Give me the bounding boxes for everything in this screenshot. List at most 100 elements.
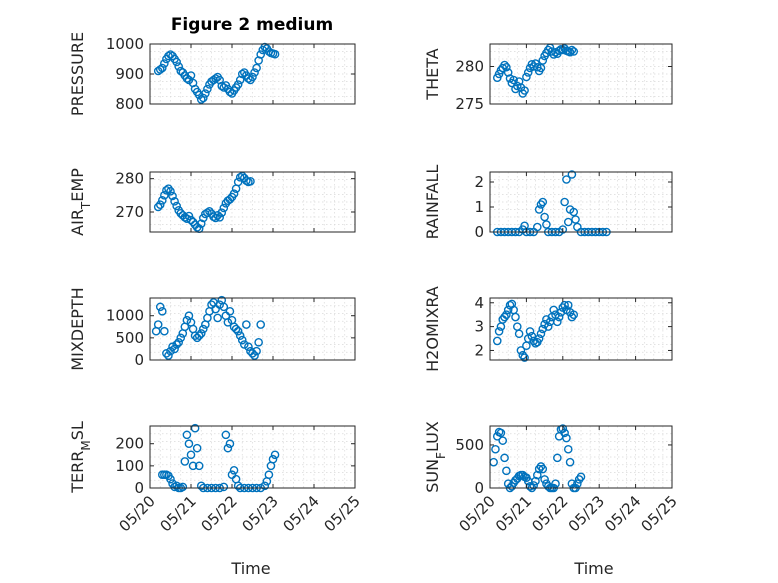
data-point [536,329,546,339]
y-axis-label: SUNFLUX [423,421,448,493]
data-point [250,351,259,360]
data-point [256,320,266,329]
x-tick-label: 05/20 [456,492,499,535]
x-tick-label: 05/22 [198,492,241,535]
x-tick-label: 05/23 [565,492,608,535]
y-tick-label: 1000 [106,307,144,325]
x-tick-label: 05/22 [528,492,571,535]
y-tick-label: 2 [474,341,484,359]
data-point [565,47,575,57]
data-point [556,308,566,317]
x-tick-label: 05/24 [280,492,323,535]
data-point [500,453,509,463]
data-point [527,331,537,341]
data-point [503,305,513,315]
y-tick-label: 0 [474,479,484,497]
data-point [562,433,571,443]
data-point [514,77,524,86]
data-point [518,350,528,360]
data-point [155,302,165,312]
data-point [215,300,224,309]
data-point [509,75,518,85]
data-point [562,175,571,184]
data-point [184,439,194,449]
data-point [538,56,548,65]
data-point [248,349,257,358]
data-point [219,482,229,492]
data-point [511,312,520,322]
y-tick-label: 3 [474,318,484,336]
data-point [529,481,538,490]
data-point [205,207,214,216]
data-point [540,212,549,222]
data-point [221,430,231,440]
data-point [229,465,239,475]
y-tick-label: 1 [474,198,484,216]
data-point [233,177,243,187]
data-point [219,83,229,92]
data-point [254,337,263,347]
data-point [194,331,204,340]
data-point [235,331,245,340]
data-point [560,197,569,207]
y-axis-label: H2OMIXRA [423,286,442,372]
data-point [264,470,274,480]
data-point [225,306,235,316]
data-point [538,197,548,207]
data-point [186,450,196,460]
data-point [172,57,181,67]
data-point [569,207,579,217]
data-point [157,63,167,73]
y-axis-label: PRESSURE [68,32,87,116]
data-point [172,481,181,491]
data-point [270,450,280,460]
axes-box [489,43,673,105]
data-point [160,326,169,336]
data-point [503,68,513,77]
subplot-mixdepth: 0 500 1000 MIXDEPTH [68,287,356,371]
data-point [225,439,235,449]
axes-box [149,297,356,361]
figure-title: Figure 2 medium [171,15,333,35]
data-point [233,80,243,89]
data-point [182,430,192,440]
data-point [174,337,183,347]
data-point [168,342,177,352]
data-point [522,72,531,82]
data-point [162,349,171,358]
data-point [211,74,220,83]
data-point [203,208,212,217]
data-point [233,326,243,336]
data-point [492,336,502,346]
data-point [538,464,548,474]
subplot-h2omixra: 2 3 4 H2OMIXRA [423,286,673,372]
data-point [520,353,529,362]
data-point [242,176,251,185]
data-point [553,317,562,327]
data-point [567,170,577,179]
subplot-rainfall: 0 1 2 RAINFALL [423,165,673,241]
data-point [225,195,235,204]
data-point [237,335,247,345]
x-tick-label: 05/21 [492,492,535,535]
data-point [496,428,506,438]
data-point [162,186,171,195]
data-point [573,479,582,488]
data-point [168,191,177,201]
x-tick-label: 05/25 [638,492,681,535]
data-point [196,329,206,338]
data-point [500,312,509,322]
data-point [502,310,511,319]
data-point [160,191,169,200]
data-point [540,475,549,484]
y-tick-label: 4 [474,294,484,312]
y-tick-label: 200 [115,435,144,453]
data-point [563,444,573,454]
data-point [565,457,575,467]
data-point [239,340,249,349]
data-point [157,196,167,205]
data-point [549,305,559,315]
y-axis-label: THETA [423,48,442,100]
